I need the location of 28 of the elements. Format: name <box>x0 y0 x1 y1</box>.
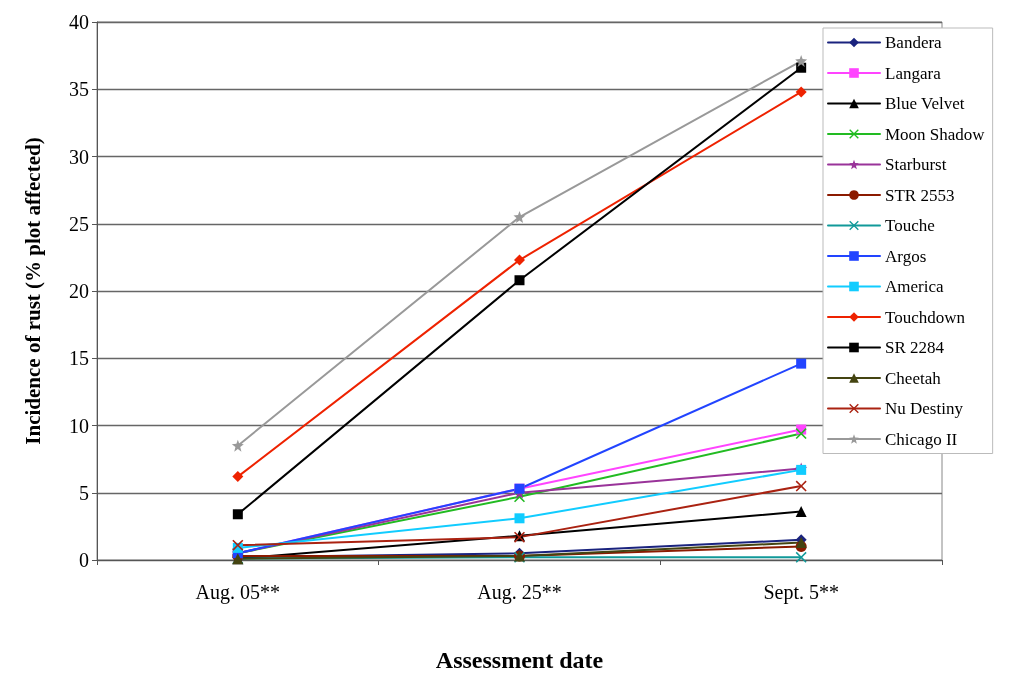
legend-label: Touche <box>885 216 935 235</box>
legend-label: America <box>885 277 944 296</box>
y-tick-label: 25 <box>69 212 89 235</box>
y-axis-title: Incidence of rust (% plot affected) <box>20 137 45 445</box>
legend-label: Cheetah <box>885 368 942 388</box>
y-tick-label: 15 <box>69 347 89 370</box>
y-tick-label: 20 <box>69 280 89 302</box>
y-tick-label: 40 <box>69 11 89 33</box>
legend-label: SR 2284 <box>885 338 945 357</box>
legend-label: Touchdown <box>885 307 966 327</box>
y-tick-label: 5 <box>79 481 89 504</box>
x-tick-label: Aug. 05** <box>195 581 281 604</box>
legend-label: Bandera <box>885 33 943 52</box>
x-axis-title: Assessment date <box>435 647 604 673</box>
y-tick-label: 10 <box>69 414 89 437</box>
legend-label: Nu Destiny <box>885 399 964 418</box>
x-tick-label: Aug. 25** <box>477 581 562 604</box>
x-tick-label: Sept. 5** <box>763 581 839 604</box>
legend-label: Blue Velvet <box>885 94 965 113</box>
y-tick-label: 0 <box>79 549 89 571</box>
y-tick-label: 30 <box>69 145 89 168</box>
y-tick-label: 35 <box>69 78 89 101</box>
legend-label: Argos <box>885 246 927 266</box>
legend-label: Chicago II <box>885 429 958 449</box>
legend-label: Moon Shadow <box>885 124 986 144</box>
legend-label: Starburst <box>885 155 947 174</box>
legend-label: Langara <box>885 63 942 83</box>
legend-label: STR 2553 <box>885 185 955 205</box>
